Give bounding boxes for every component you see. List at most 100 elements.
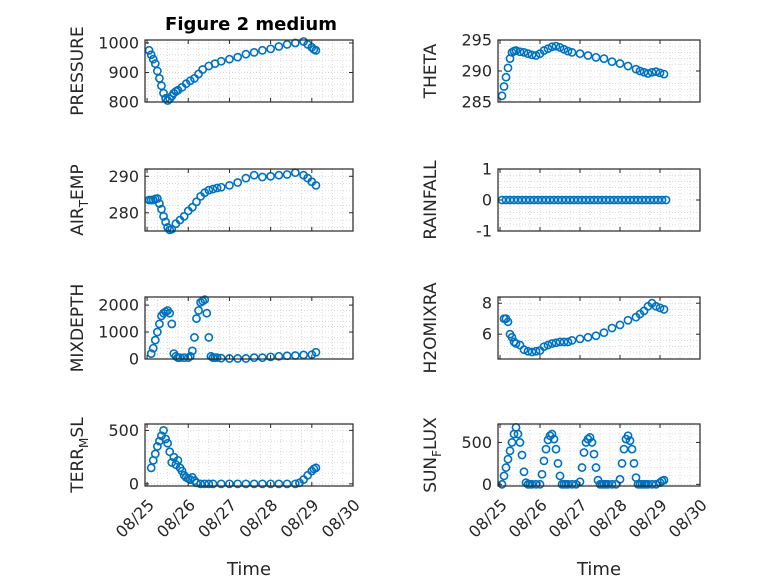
subplot-air-temp: 280 290 AIRTEMP	[68, 164, 354, 236]
data-point	[282, 479, 292, 489]
data-point	[501, 72, 511, 82]
data-point	[615, 59, 625, 68]
y-tick-label: 1	[482, 160, 492, 179]
x-tick-label: 08/28	[585, 495, 631, 541]
data-point	[200, 479, 210, 489]
subplot-pressure: 800 900 1000 PRESSURE	[68, 26, 354, 116]
data-point	[559, 337, 569, 347]
data-point	[249, 170, 259, 180]
y-tick-label: 8	[482, 294, 492, 313]
data-point	[519, 48, 529, 57]
axes-box	[497, 423, 701, 487]
data-point	[513, 429, 523, 439]
data-point	[152, 327, 162, 337]
data-point	[159, 88, 168, 98]
y-axis-label: AIRTEMP	[68, 164, 91, 235]
data-point	[657, 195, 667, 205]
y-tick-label: 500	[461, 433, 492, 452]
y-axis-label: MIXDEPTH	[68, 284, 88, 373]
data-point	[257, 479, 267, 489]
data-point	[266, 352, 276, 362]
data-point	[553, 458, 563, 468]
data-point	[225, 181, 234, 190]
y-tick-label: 0	[129, 474, 139, 493]
x-tick-label: 08/29	[625, 495, 671, 541]
data-series	[144, 168, 321, 235]
data-point	[607, 479, 617, 489]
data-point	[216, 353, 226, 363]
data-point	[146, 50, 156, 60]
data-point	[187, 346, 197, 356]
data-series	[497, 422, 669, 489]
data-point	[575, 334, 585, 344]
data-point	[208, 184, 218, 194]
data-point	[225, 479, 234, 489]
data-point	[165, 308, 175, 318]
y-axis-label-subscript: M	[77, 438, 91, 448]
data-point	[241, 173, 251, 183]
y-axis-label: THETA	[421, 43, 441, 99]
y-tick-label: 290	[461, 62, 492, 81]
data-point	[591, 52, 601, 62]
data-point	[505, 446, 515, 456]
data-point	[290, 479, 300, 489]
data-series	[499, 298, 669, 357]
data-point	[257, 172, 267, 182]
data-point	[159, 212, 168, 221]
data-point	[507, 332, 517, 342]
data-point	[517, 450, 527, 460]
y-axis-label-main: SUN	[421, 457, 441, 493]
data-point	[567, 479, 577, 489]
data-point	[599, 54, 609, 63]
subplot-rainfall: -1 0 1 RAINFALL	[421, 160, 701, 241]
y-tick-label: 290	[108, 167, 139, 186]
data-point	[587, 438, 597, 447]
data-point	[563, 337, 573, 347]
data-point	[551, 444, 561, 454]
x-tick-label: 08/25	[465, 495, 511, 541]
y-axis-label-main: THETA	[421, 43, 441, 99]
subplot-mixdepth: 0 1000 2000 MIXDEPTH	[68, 284, 354, 373]
data-point	[623, 315, 633, 325]
data-point	[555, 471, 565, 481]
data-point	[202, 308, 212, 318]
data-point	[177, 466, 187, 476]
data-point	[503, 454, 513, 464]
data-point	[515, 47, 525, 57]
y-axis-label-tail: SL	[68, 417, 88, 438]
data-point	[617, 458, 627, 468]
y-tick-label: 2000	[98, 296, 139, 315]
data-point	[579, 448, 589, 457]
data-point	[249, 353, 259, 363]
data-point	[216, 479, 226, 489]
axes-box	[144, 296, 354, 360]
data-point	[647, 67, 657, 77]
data-series	[497, 195, 671, 205]
data-point	[551, 338, 561, 348]
x-axis-label: Time	[576, 559, 621, 580]
data-point	[655, 303, 665, 313]
data-point	[185, 351, 195, 361]
data-point	[599, 328, 609, 338]
grid	[145, 297, 353, 359]
data-point	[539, 456, 549, 466]
data-point	[282, 40, 292, 49]
y-axis-label-main: PRESSURE	[68, 26, 88, 115]
data-point	[196, 479, 206, 489]
data-point	[204, 185, 214, 195]
data-point	[212, 353, 222, 363]
data-point	[625, 436, 635, 446]
data-point	[531, 346, 541, 356]
data-point	[152, 194, 162, 203]
data-point	[190, 333, 199, 342]
grid	[498, 297, 700, 359]
data-point	[282, 170, 292, 179]
x-tick-label: 08/27	[194, 495, 240, 541]
data-point	[567, 48, 577, 57]
y-axis-label: RAINFALL	[421, 160, 441, 240]
y-tick-label: 0	[129, 350, 139, 369]
data-point	[161, 217, 170, 227]
data-point	[549, 434, 559, 444]
